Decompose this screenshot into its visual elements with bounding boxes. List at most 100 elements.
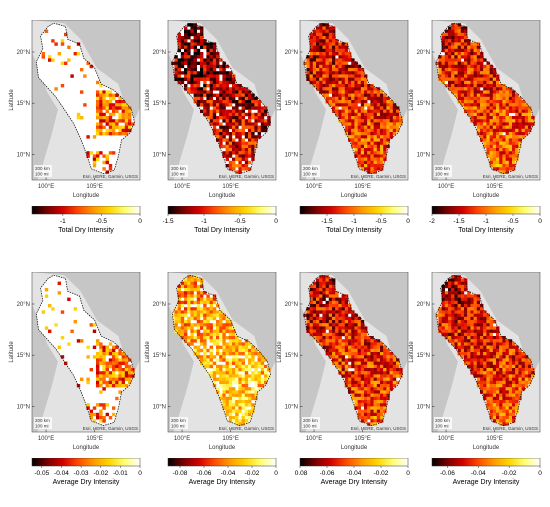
grid-cell bbox=[216, 358, 220, 362]
grid-cell bbox=[203, 345, 207, 349]
grid-cell bbox=[464, 26, 468, 30]
grid-cell bbox=[528, 112, 532, 117]
grid-cell bbox=[457, 84, 461, 88]
grid-cell bbox=[184, 77, 188, 81]
grid-cell bbox=[193, 48, 197, 53]
grid-cell bbox=[480, 109, 484, 113]
grid-cell bbox=[521, 352, 525, 356]
grid-cell bbox=[376, 377, 381, 381]
grid-cell bbox=[254, 96, 258, 101]
grid-cell bbox=[241, 342, 245, 346]
grid-cell bbox=[464, 310, 468, 314]
colorbar-tick-label: 0 bbox=[274, 470, 278, 477]
grid-cell bbox=[219, 380, 223, 385]
grid-cell bbox=[228, 371, 233, 375]
grid-cell bbox=[521, 100, 525, 104]
colorbar-ramp bbox=[299, 458, 409, 467]
grid-cell bbox=[376, 390, 381, 394]
grid-cell bbox=[376, 122, 381, 126]
grid-cell bbox=[357, 403, 361, 407]
grid-cell bbox=[312, 281, 317, 285]
grid-cell bbox=[464, 64, 468, 69]
grid-cell bbox=[73, 52, 77, 56]
grid-cell bbox=[360, 339, 365, 343]
grid-cell bbox=[364, 400, 368, 404]
grid-cell bbox=[312, 52, 317, 56]
grid-cell bbox=[108, 132, 113, 136]
grid-cell bbox=[222, 364, 226, 369]
grid-cell bbox=[505, 112, 509, 117]
grid-cell bbox=[492, 380, 497, 385]
grid-cell bbox=[515, 106, 519, 110]
grid-cell bbox=[80, 90, 84, 94]
grid-cell bbox=[351, 348, 355, 353]
grid-cell bbox=[508, 419, 513, 423]
grid-cell bbox=[332, 336, 336, 340]
grid-cell bbox=[248, 355, 252, 359]
grid-cell bbox=[244, 106, 249, 110]
grid-cell bbox=[489, 377, 493, 381]
grid-cell bbox=[376, 109, 381, 113]
grid-cell bbox=[254, 144, 258, 149]
grid-cell bbox=[515, 358, 519, 362]
grid-cell bbox=[502, 342, 506, 346]
grid-cell bbox=[467, 103, 471, 107]
grid-cell bbox=[225, 387, 229, 391]
grid-cell bbox=[341, 96, 345, 101]
grid-cell bbox=[364, 157, 368, 161]
grid-cell bbox=[480, 348, 484, 353]
grid-cell bbox=[357, 412, 361, 417]
grid-cell bbox=[454, 71, 458, 75]
grid-cell bbox=[128, 128, 132, 133]
grid-cell bbox=[312, 74, 317, 78]
grid-cell bbox=[209, 74, 213, 78]
grid-cell bbox=[248, 154, 252, 158]
grid-cell bbox=[454, 68, 458, 72]
grid-cell bbox=[248, 396, 252, 401]
grid-cell bbox=[524, 377, 529, 381]
grid-cell bbox=[386, 361, 390, 365]
grid-cell bbox=[225, 329, 229, 333]
grid-cell bbox=[309, 313, 313, 317]
grid-cell bbox=[512, 374, 516, 378]
grid-cell bbox=[496, 403, 500, 407]
grid-cell bbox=[121, 119, 125, 123]
grid-cell bbox=[196, 52, 201, 56]
grid-cell bbox=[322, 342, 326, 346]
grid-cell bbox=[200, 77, 204, 81]
grid-cell bbox=[325, 71, 329, 75]
grid-cell bbox=[457, 45, 461, 49]
grid-cell bbox=[200, 310, 204, 314]
grid-cell bbox=[332, 355, 336, 359]
grid-cell bbox=[319, 316, 323, 321]
grid-cell bbox=[251, 100, 255, 104]
grid-cell bbox=[464, 74, 468, 78]
grid-cell bbox=[512, 132, 516, 136]
grid-cell bbox=[177, 297, 181, 301]
grid-cell bbox=[228, 339, 233, 343]
grid-cell bbox=[492, 329, 497, 333]
grid-cell bbox=[483, 352, 487, 356]
grid-cell bbox=[512, 384, 516, 388]
grid-cell bbox=[187, 275, 191, 279]
grid-cell bbox=[380, 125, 384, 129]
grid-cell bbox=[451, 291, 455, 295]
grid-cell bbox=[222, 380, 226, 385]
grid-cell bbox=[470, 100, 474, 104]
grid-cell bbox=[367, 157, 371, 161]
grid-cell bbox=[112, 374, 116, 378]
grid-cell bbox=[528, 125, 532, 129]
grid-cell bbox=[180, 80, 185, 85]
grid-cell bbox=[508, 125, 513, 129]
grid-cell bbox=[448, 42, 452, 46]
grid-cell bbox=[184, 329, 188, 333]
grid-cell bbox=[354, 71, 358, 75]
grid-cell bbox=[512, 364, 516, 369]
grid-cell bbox=[222, 339, 226, 343]
grid-cell bbox=[193, 336, 197, 340]
grid-cell bbox=[489, 112, 493, 117]
grid-cell bbox=[518, 380, 522, 385]
grid-cell bbox=[454, 316, 458, 321]
grid-cell bbox=[219, 336, 223, 340]
grid-cell bbox=[200, 323, 204, 327]
